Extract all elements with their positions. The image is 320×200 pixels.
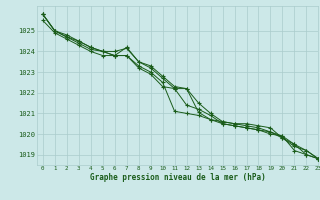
X-axis label: Graphe pression niveau de la mer (hPa): Graphe pression niveau de la mer (hPa) <box>90 173 266 182</box>
